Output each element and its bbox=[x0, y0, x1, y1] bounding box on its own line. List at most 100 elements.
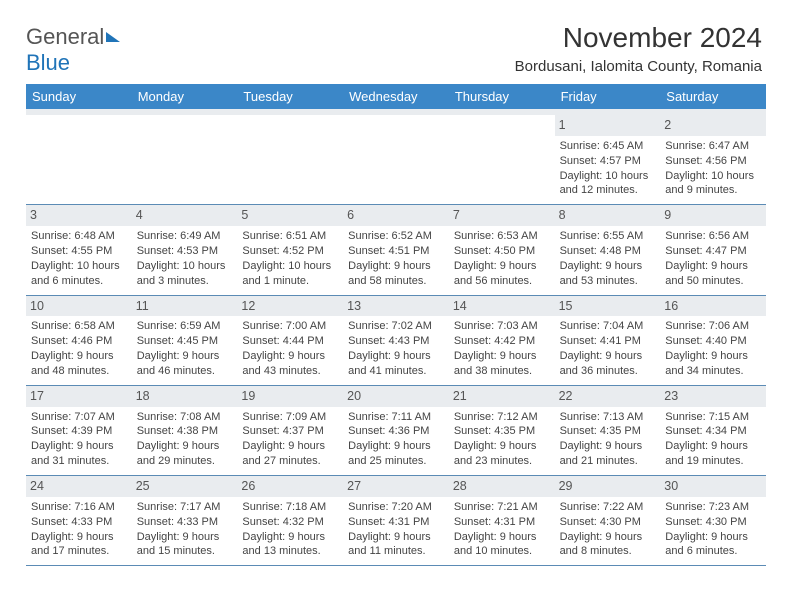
sunset-text: Sunset: 4:52 PM bbox=[242, 244, 338, 259]
daylight-text: Daylight: 9 hours bbox=[137, 349, 233, 364]
day-number: 5 bbox=[237, 205, 343, 226]
sunrise-text: Sunrise: 7:13 AM bbox=[560, 410, 656, 425]
sunrise-text: Sunrise: 7:23 AM bbox=[665, 500, 761, 515]
day-cell-empty bbox=[132, 115, 238, 204]
day-cell: 15Sunrise: 7:04 AMSunset: 4:41 PMDayligh… bbox=[555, 296, 661, 385]
day-number: 6 bbox=[343, 205, 449, 226]
sunrise-text: Sunrise: 6:53 AM bbox=[454, 229, 550, 244]
day-number: 26 bbox=[237, 476, 343, 497]
daylight-text: and 12 minutes. bbox=[560, 183, 656, 198]
day-number: 20 bbox=[343, 386, 449, 407]
sunrise-text: Sunrise: 7:06 AM bbox=[665, 319, 761, 334]
sunrise-text: Sunrise: 7:00 AM bbox=[242, 319, 338, 334]
sunrise-text: Sunrise: 7:17 AM bbox=[137, 500, 233, 515]
daylight-text: and 53 minutes. bbox=[560, 274, 656, 289]
daylight-text: and 10 minutes. bbox=[454, 544, 550, 559]
daylight-text: Daylight: 9 hours bbox=[665, 349, 761, 364]
sunset-text: Sunset: 4:34 PM bbox=[665, 424, 761, 439]
week-row: 10Sunrise: 6:58 AMSunset: 4:46 PMDayligh… bbox=[26, 296, 766, 386]
sunset-text: Sunset: 4:45 PM bbox=[137, 334, 233, 349]
daylight-text: and 1 minute. bbox=[242, 274, 338, 289]
day-cell: 4Sunrise: 6:49 AMSunset: 4:53 PMDaylight… bbox=[132, 205, 238, 294]
day-cell-empty bbox=[449, 115, 555, 204]
day-cell: 2Sunrise: 6:47 AMSunset: 4:56 PMDaylight… bbox=[660, 115, 766, 204]
daylight-text: Daylight: 9 hours bbox=[31, 439, 127, 454]
sunset-text: Sunset: 4:51 PM bbox=[348, 244, 444, 259]
day-number: 12 bbox=[237, 296, 343, 317]
daylight-text: and 6 minutes. bbox=[665, 544, 761, 559]
sunset-text: Sunset: 4:30 PM bbox=[665, 515, 761, 530]
day-cell: 10Sunrise: 6:58 AMSunset: 4:46 PMDayligh… bbox=[26, 296, 132, 385]
day-cell: 20Sunrise: 7:11 AMSunset: 4:36 PMDayligh… bbox=[343, 386, 449, 475]
daylight-text: and 48 minutes. bbox=[31, 364, 127, 379]
sunset-text: Sunset: 4:33 PM bbox=[31, 515, 127, 530]
daylight-text: Daylight: 9 hours bbox=[348, 349, 444, 364]
day-number: 27 bbox=[343, 476, 449, 497]
day-cell-empty bbox=[237, 115, 343, 204]
sunrise-text: Sunrise: 7:20 AM bbox=[348, 500, 444, 515]
daylight-text: Daylight: 9 hours bbox=[348, 530, 444, 545]
day-number: 11 bbox=[132, 296, 238, 317]
daylight-text: and 41 minutes. bbox=[348, 364, 444, 379]
day-cell: 13Sunrise: 7:02 AMSunset: 4:43 PMDayligh… bbox=[343, 296, 449, 385]
sunrise-text: Sunrise: 7:15 AM bbox=[665, 410, 761, 425]
sunrise-text: Sunrise: 7:21 AM bbox=[454, 500, 550, 515]
day-number: 2 bbox=[660, 115, 766, 136]
day-number: 25 bbox=[132, 476, 238, 497]
day-number: 4 bbox=[132, 205, 238, 226]
sunset-text: Sunset: 4:39 PM bbox=[31, 424, 127, 439]
sunset-text: Sunset: 4:32 PM bbox=[242, 515, 338, 530]
sunrise-text: Sunrise: 7:12 AM bbox=[454, 410, 550, 425]
sunset-text: Sunset: 4:33 PM bbox=[137, 515, 233, 530]
sunrise-text: Sunrise: 7:18 AM bbox=[242, 500, 338, 515]
sunrise-text: Sunrise: 6:48 AM bbox=[31, 229, 127, 244]
weekday-header: Thursday bbox=[449, 84, 555, 109]
day-number: 8 bbox=[555, 205, 661, 226]
sunrise-text: Sunrise: 7:08 AM bbox=[137, 410, 233, 425]
weekday-header: Wednesday bbox=[343, 84, 449, 109]
daylight-text: and 17 minutes. bbox=[31, 544, 127, 559]
daylight-text: Daylight: 10 hours bbox=[137, 259, 233, 274]
day-number: 15 bbox=[555, 296, 661, 317]
sunset-text: Sunset: 4:57 PM bbox=[560, 154, 656, 169]
daylight-text: Daylight: 9 hours bbox=[348, 439, 444, 454]
daylight-text: Daylight: 9 hours bbox=[665, 530, 761, 545]
day-number: 19 bbox=[237, 386, 343, 407]
sunrise-text: Sunrise: 6:45 AM bbox=[560, 139, 656, 154]
sunset-text: Sunset: 4:35 PM bbox=[454, 424, 550, 439]
page-title: November 2024 bbox=[515, 22, 762, 54]
day-cell: 17Sunrise: 7:07 AMSunset: 4:39 PMDayligh… bbox=[26, 386, 132, 475]
daylight-text: and 15 minutes. bbox=[137, 544, 233, 559]
daylight-text: Daylight: 9 hours bbox=[560, 259, 656, 274]
day-cell: 8Sunrise: 6:55 AMSunset: 4:48 PMDaylight… bbox=[555, 205, 661, 294]
weekday-header: Friday bbox=[555, 84, 661, 109]
calendar: SundayMondayTuesdayWednesdayThursdayFrid… bbox=[26, 84, 766, 566]
daylight-text: and 19 minutes. bbox=[665, 454, 761, 469]
day-cell-empty bbox=[343, 115, 449, 204]
sunset-text: Sunset: 4:43 PM bbox=[348, 334, 444, 349]
daylight-text: and 25 minutes. bbox=[348, 454, 444, 469]
brand-part1: General bbox=[26, 24, 104, 49]
brand-part2: Blue bbox=[26, 50, 70, 75]
day-cell: 14Sunrise: 7:03 AMSunset: 4:42 PMDayligh… bbox=[449, 296, 555, 385]
daylight-text: Daylight: 9 hours bbox=[31, 349, 127, 364]
brand-triangle-icon bbox=[106, 32, 120, 42]
daylight-text: Daylight: 9 hours bbox=[137, 439, 233, 454]
day-cell: 19Sunrise: 7:09 AMSunset: 4:37 PMDayligh… bbox=[237, 386, 343, 475]
daylight-text: Daylight: 10 hours bbox=[31, 259, 127, 274]
day-cell: 26Sunrise: 7:18 AMSunset: 4:32 PMDayligh… bbox=[237, 476, 343, 565]
sunset-text: Sunset: 4:50 PM bbox=[454, 244, 550, 259]
day-cell: 27Sunrise: 7:20 AMSunset: 4:31 PMDayligh… bbox=[343, 476, 449, 565]
day-number: 16 bbox=[660, 296, 766, 317]
daylight-text: Daylight: 9 hours bbox=[454, 259, 550, 274]
title-block: November 2024 Bordusani, Ialomita County… bbox=[515, 22, 762, 75]
day-cell: 12Sunrise: 7:00 AMSunset: 4:44 PMDayligh… bbox=[237, 296, 343, 385]
day-number: 23 bbox=[660, 386, 766, 407]
location-subtitle: Bordusani, Ialomita County, Romania bbox=[515, 58, 762, 75]
sunset-text: Sunset: 4:38 PM bbox=[137, 424, 233, 439]
daylight-text: and 6 minutes. bbox=[31, 274, 127, 289]
day-number: 7 bbox=[449, 205, 555, 226]
weekday-header: Sunday bbox=[26, 84, 132, 109]
day-cell: 11Sunrise: 6:59 AMSunset: 4:45 PMDayligh… bbox=[132, 296, 238, 385]
sunrise-text: Sunrise: 7:16 AM bbox=[31, 500, 127, 515]
